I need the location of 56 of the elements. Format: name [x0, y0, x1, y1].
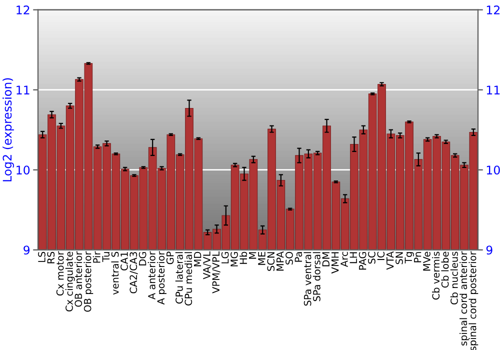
x-tick-label: CA2/CA3: [130, 252, 138, 294]
x-tick-label: VA/VL: [203, 251, 212, 280]
x-tick-label: CPu medial: [184, 252, 192, 306]
x-tick-label: CPu lateral: [175, 252, 183, 304]
x-tick-label: M: [249, 252, 256, 259]
x-tick-label: Pir: [92, 251, 100, 263]
x-tick-label: Arc: [340, 252, 348, 267]
y2-tick-label: 9: [486, 246, 492, 255]
x-tick-label: spinal cord anterior: [460, 251, 469, 346]
x-tick-label: ME: [258, 252, 266, 265]
x-tick-label: SPa dorsal: [312, 252, 320, 302]
x-tick-label: LH: [350, 252, 357, 264]
x-tick-label: GP: [166, 252, 174, 264]
x-tick-label: A posterior: [157, 251, 166, 305]
x-tick-label: MPA: [276, 251, 284, 271]
x-tick-label: RS: [47, 252, 55, 264]
x-tick-label: Cb vermis: [432, 252, 440, 300]
x-tick-label: SO: [286, 252, 293, 264]
x-tick-label: Tu: [102, 252, 110, 262]
x-tick-label: Cb lobe: [441, 252, 449, 288]
x-tick-label: IC: [377, 252, 385, 260]
y-tick-label: 10: [16, 166, 30, 175]
x-tick-label: SCN: [267, 252, 275, 271]
x-tick-label: MVe: [423, 252, 430, 271]
x-tick-label: Pn: [414, 252, 422, 262]
x-tick-label: Cb nucleus: [450, 252, 458, 304]
x-tick-label: VPM/VPL: [212, 251, 220, 294]
y-axis-title: Log2 (expression): [2, 78, 14, 182]
x-tick-label: SN: [396, 252, 403, 264]
x-tick-label: OB anterior: [74, 251, 82, 307]
x-tick-label: LG: [221, 252, 229, 264]
x-tick-label: Cx cingulate: [65, 252, 75, 312]
x-tick-label: Hb: [240, 252, 248, 264]
x-tick-label: VMH: [332, 252, 339, 274]
y-tick-label: 9: [24, 246, 30, 255]
x-tick-label: CA1: [120, 252, 128, 270]
x-tick-label: DM: [322, 252, 330, 266]
x-tick-label: PAG: [358, 252, 366, 270]
x-tick-label: SPa ventral: [304, 252, 312, 306]
y-tick-label: 12: [16, 6, 30, 14]
y-tick-label: 11: [16, 86, 30, 94]
x-tick-label: MG: [230, 252, 238, 266]
y2-tick-label: 12: [486, 6, 500, 14]
y2-tick-label: 10: [486, 166, 500, 175]
x-tick-label: Tg: [404, 252, 414, 264]
x-tick-label: LS: [38, 252, 46, 262]
x-tick-label: MD: [194, 252, 202, 266]
x-tick-label: SC: [368, 252, 376, 264]
x-tick-label: Cx motor: [56, 251, 64, 296]
x-tick-label: VTA: [386, 251, 394, 270]
x-tick-label: ventral S: [111, 252, 119, 295]
x-tick-label: Pa: [294, 252, 302, 262]
x-tick-label: A anterior: [148, 251, 156, 300]
y2-tick-label: 11: [486, 86, 500, 94]
x-tick-label: DG: [138, 252, 146, 266]
x-tick-label: OB posterior: [84, 251, 94, 312]
